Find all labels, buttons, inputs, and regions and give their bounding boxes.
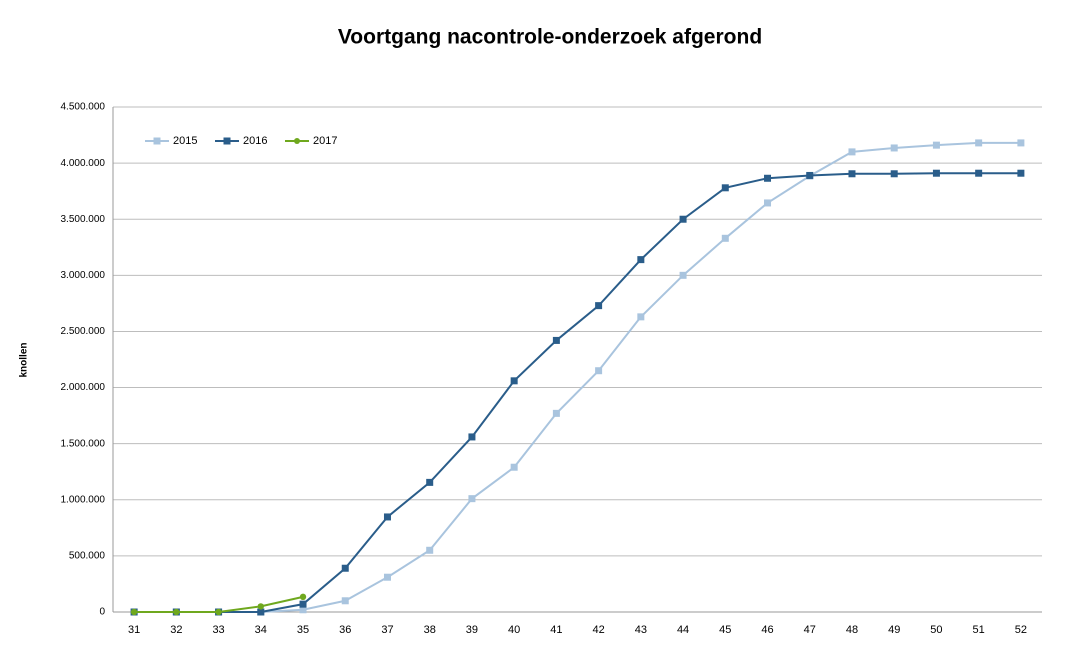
data-point: [637, 313, 645, 321]
data-point: [721, 184, 729, 192]
x-tick-label: 41: [550, 624, 562, 636]
x-tick-label: 44: [677, 624, 689, 636]
legend-marker: [153, 137, 161, 145]
x-tick-label: 45: [719, 624, 731, 636]
data-point: [426, 478, 434, 486]
data-point: [468, 433, 476, 441]
x-tick-label: 47: [804, 624, 816, 636]
legend-label: 2016: [243, 135, 267, 147]
x-tick-label: 33: [212, 624, 224, 636]
x-tick-label: 46: [761, 624, 773, 636]
data-point: [975, 169, 983, 177]
data-point: [764, 174, 772, 182]
data-point: [848, 170, 856, 178]
y-tick-label: 4.500.000: [61, 102, 106, 113]
data-point: [1017, 169, 1025, 177]
legend-marker: [294, 138, 300, 144]
x-tick-label: 38: [424, 624, 436, 636]
data-point: [932, 141, 940, 149]
y-tick-label: 2.500.000: [61, 326, 106, 337]
x-tick-label: 42: [592, 624, 604, 636]
data-point: [552, 336, 560, 344]
data-point: [806, 171, 814, 179]
data-point: [848, 148, 856, 156]
x-tick-label: 51: [973, 624, 985, 636]
y-tick-label: 4.000.000: [61, 158, 106, 169]
data-point: [637, 256, 645, 264]
x-tick-label: 50: [930, 624, 942, 636]
chart-title: Voortgang nacontrole-onderzoek afgerond: [338, 26, 762, 49]
data-point: [1017, 139, 1025, 147]
y-tick-label: 500.000: [69, 551, 106, 562]
x-tick-label: 40: [508, 624, 520, 636]
x-tick-label: 49: [888, 624, 900, 636]
x-tick-label: 32: [170, 624, 182, 636]
y-tick-label: 0: [99, 607, 105, 618]
data-point: [426, 546, 434, 554]
legend-label: 2017: [313, 135, 337, 147]
x-tick-label: 37: [381, 624, 393, 636]
series-line: [134, 141, 1021, 613]
data-point: [215, 608, 222, 616]
legend-marker: [223, 137, 231, 145]
data-point: [341, 597, 349, 605]
y-tick-label: 1.500.000: [61, 438, 106, 449]
x-tick-label: 39: [466, 624, 478, 636]
data-point: [299, 593, 307, 601]
x-tick-label: 34: [255, 624, 267, 636]
x-tick-label: 52: [1015, 624, 1027, 636]
data-point: [975, 139, 983, 147]
y-tick-label: 1.000.000: [61, 494, 106, 505]
data-point: [341, 564, 349, 572]
data-point: [383, 573, 391, 581]
data-point: [383, 513, 391, 521]
x-tick-label: 31: [128, 624, 140, 636]
data-point: [130, 608, 138, 616]
data-point: [679, 215, 687, 223]
data-point: [595, 302, 603, 310]
data-point: [510, 377, 518, 385]
y-tick-label: 3.000.000: [61, 270, 106, 281]
x-tick-label: 35: [297, 624, 309, 636]
data-point: [552, 409, 560, 417]
data-point: [257, 608, 265, 616]
y-tick-label: 3.500.000: [61, 214, 106, 225]
data-point: [510, 463, 518, 471]
data-point: [257, 603, 264, 610]
data-point: [173, 608, 180, 616]
series-line: [134, 172, 1021, 613]
data-point: [721, 234, 729, 242]
data-point: [890, 170, 898, 178]
x-tick-label: 36: [339, 624, 351, 636]
data-point: [890, 144, 898, 152]
data-point: [468, 495, 476, 503]
data-point: [764, 199, 772, 207]
data-point: [299, 600, 307, 608]
x-tick-label: 48: [846, 624, 858, 636]
data-point: [299, 606, 307, 614]
y-axis-label: knollen: [19, 342, 30, 377]
x-tick-label: 43: [635, 624, 647, 636]
data-point: [932, 169, 940, 177]
legend-label: 2015: [173, 135, 197, 147]
data-point: [679, 271, 687, 279]
data-point: [595, 367, 603, 375]
y-tick-label: 2.000.000: [61, 382, 106, 393]
